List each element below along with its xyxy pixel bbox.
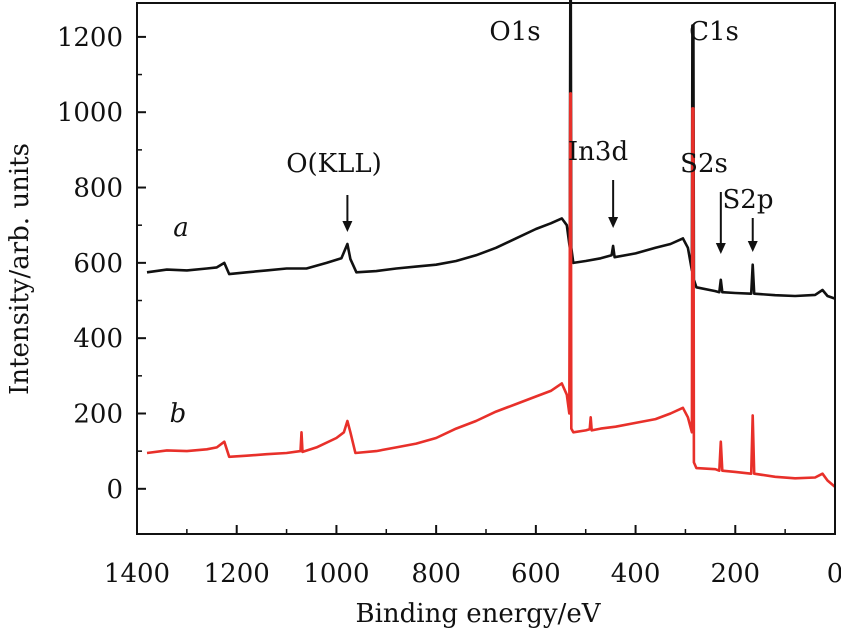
y-tick-label: 800 (73, 174, 123, 204)
peak-label: S2p (723, 185, 774, 215)
peak-label: S2s (680, 149, 728, 179)
plot-area (146, 0, 836, 488)
x-tick-label: 200 (710, 559, 760, 589)
peak-annotations: O1s C1s O(KLL) In3d S2s S2p a b (170, 17, 774, 429)
plot-frame (136, 2, 836, 535)
series-label-b: b (170, 399, 187, 429)
y-tick-label: 1000 (57, 98, 123, 128)
series-line-b (146, 92, 836, 488)
x-tick-label: 1200 (204, 559, 270, 589)
x-tick-label: 400 (611, 559, 661, 589)
x-tick-label: 600 (511, 559, 561, 589)
y-axis-title: Intensity/arb. units (5, 143, 35, 395)
x-tick-label: 1000 (303, 559, 369, 589)
y-tick-label: 400 (73, 324, 123, 354)
peak-label: O(KLL) (286, 149, 382, 179)
x-tick-label: 0 (827, 559, 841, 589)
x-tick-label: 800 (411, 559, 461, 589)
peak-label: In3d (568, 137, 628, 167)
peak-label: C1s (689, 17, 739, 47)
axis-ticks: 1400 1200 1000 800 600 400 200 0 0 200 400 600 800 10… (57, 23, 841, 589)
arrow-head-icon (715, 243, 726, 254)
arrow-head-icon (342, 221, 353, 232)
peak-label: O1s (489, 17, 540, 47)
y-tick-label: 200 (73, 399, 123, 429)
series-label-a: a (173, 213, 189, 243)
x-axis-title: Binding energy/eV (356, 599, 602, 629)
y-tick-label: 0 (106, 475, 123, 505)
axes-frame (136, 2, 836, 535)
arrow-head-icon (747, 241, 758, 252)
y-tick-label: 1200 (57, 23, 123, 53)
y-tick-label: 600 (73, 249, 123, 279)
arrow-head-icon (608, 217, 619, 228)
x-tick-label: 1400 (104, 559, 170, 589)
